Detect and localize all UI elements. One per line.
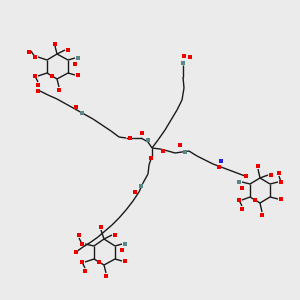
Bar [76,73,80,77]
Bar [149,156,153,160]
Bar [120,248,124,252]
Bar [77,233,81,237]
Bar [146,138,150,142]
Bar [66,48,70,52]
Bar [80,111,84,115]
Bar [33,74,37,78]
Bar [123,242,127,246]
Bar [76,56,80,60]
Bar [237,180,241,184]
Bar [99,225,103,229]
Bar [74,105,78,109]
Bar [53,42,57,46]
Bar [36,89,40,93]
Bar [133,190,137,194]
Bar [104,274,108,278]
Bar [128,136,132,140]
Bar [188,55,192,59]
Bar [73,62,77,66]
Bar [217,165,221,169]
Bar [240,207,244,211]
Bar [33,55,37,59]
Bar [36,83,40,87]
Bar [80,260,84,264]
Bar [27,50,31,54]
Bar [237,198,241,202]
Bar [256,164,260,168]
Bar [161,149,165,153]
Bar [269,173,273,177]
Bar [50,74,54,78]
Bar [80,242,84,246]
Bar [253,198,257,202]
Bar [219,159,223,163]
Bar [74,250,78,254]
Bar [279,180,283,184]
Bar [182,54,186,58]
Bar [139,184,143,188]
Bar [279,197,283,201]
Bar [83,269,87,273]
Bar [277,171,281,175]
Bar [183,150,187,154]
Bar [97,260,101,264]
Bar [140,131,144,135]
Bar [113,233,117,237]
Bar [244,174,248,178]
Bar [260,213,264,217]
Bar [240,186,244,190]
Bar [57,88,61,92]
Bar [181,61,185,65]
Bar [123,259,127,263]
Bar [178,143,182,147]
